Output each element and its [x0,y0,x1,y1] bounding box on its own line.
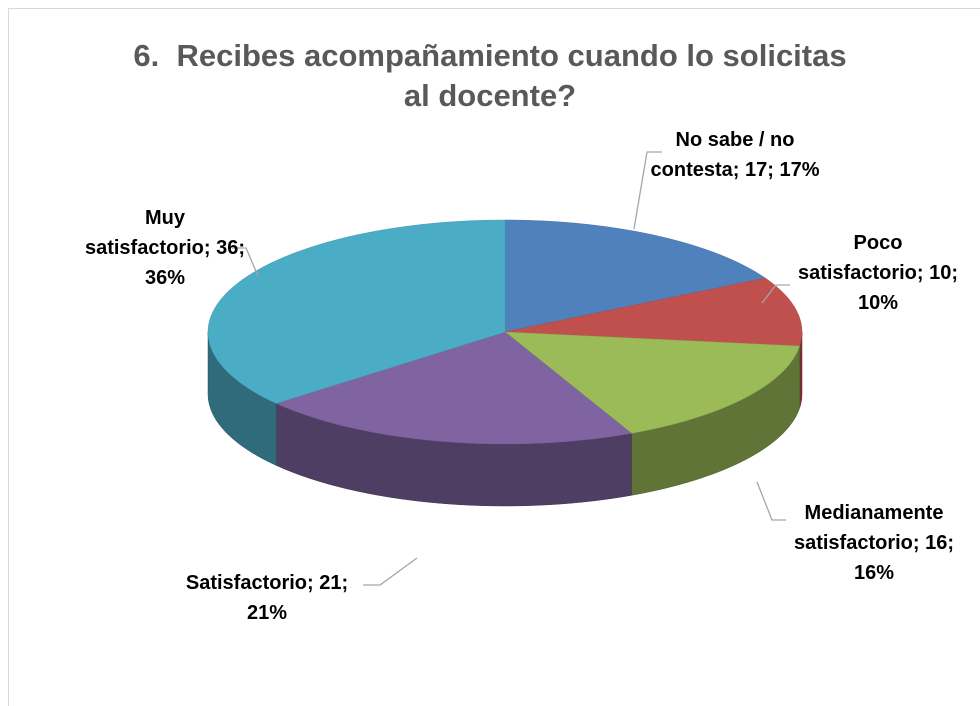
leader-line [363,557,418,586]
slice: Satisfactorio [275,331,633,445]
chart-border [8,8,980,706]
slice: Muy satisfactorio [207,219,506,404]
leader-line [756,481,786,521]
slice: Poco satisfactorio [504,277,803,347]
data-label: Muy satisfactorio; 36; 36% [84,207,246,289]
chart-title: 6. Recibes acompañamiento cuando lo soli… [133,38,856,113]
leader-line [232,247,259,277]
leader-lines [232,151,790,586]
slice: No sabe / no contesta [504,219,766,333]
data-label: No sabe / no contesta; 17; 17% [650,129,820,181]
slice: Medianamente satisfactorio [504,331,801,434]
data-label: Poco satisfactorio; 10; 10% [797,232,959,314]
data-label: Medianamente satisfactorio; 16; 16% [793,502,955,584]
data-label: Satisfactorio; 21; 21% [185,572,349,624]
leader-line [761,284,790,304]
leader-line [633,151,662,230]
pie-tops: No sabe / no contestaPoco satisfactorioM… [207,219,803,445]
